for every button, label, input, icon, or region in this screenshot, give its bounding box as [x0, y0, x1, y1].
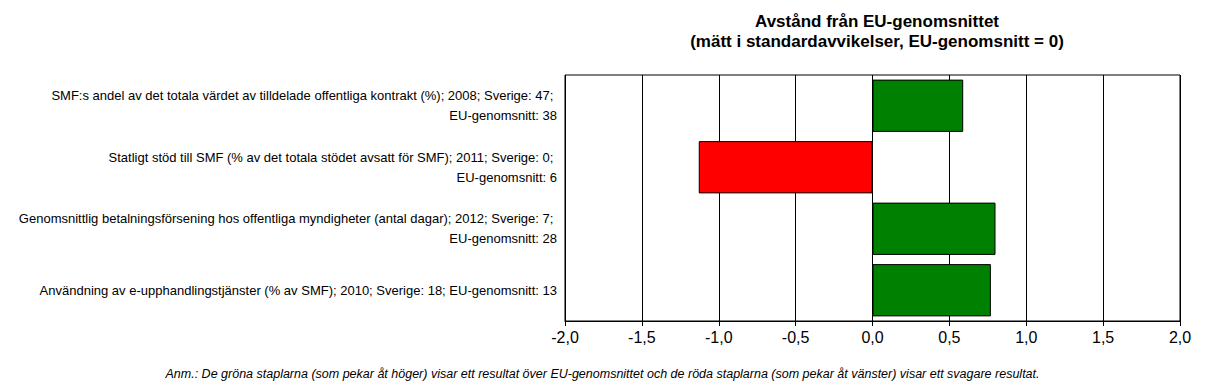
- svg-text:Statligt stöd till SMF (% av d: Statligt stöd till SMF (% av det totala …: [109, 150, 557, 165]
- svg-text:1,0: 1,0: [1015, 329, 1037, 346]
- svg-text:2,0: 2,0: [1169, 329, 1191, 346]
- svg-text:(mätt i standardavvikelser, EU: (mätt i standardavvikelser, EU-genomsnit…: [690, 32, 1064, 51]
- svg-text:-1,0: -1,0: [705, 329, 733, 346]
- svg-text:Genomsnittlig betalningsförsen: Genomsnittlig betalningsförsening hos of…: [19, 211, 557, 226]
- svg-text:0,5: 0,5: [938, 329, 960, 346]
- svg-text:SMF:s andel av det totala värd: SMF:s andel av det totala värdet av till…: [51, 88, 557, 103]
- svg-text:-1,5: -1,5: [628, 329, 656, 346]
- svg-text:-2,0: -2,0: [551, 329, 579, 346]
- svg-text:EU-genomsnitt: 38: EU-genomsnitt: 38: [449, 108, 557, 123]
- svg-text:EU-genomsnitt: 28: EU-genomsnitt: 28: [449, 231, 557, 246]
- svg-text:EU-genomsnitt: 6: EU-genomsnitt: 6: [457, 170, 557, 185]
- svg-text:0,0: 0,0: [861, 329, 883, 346]
- svg-text:-0,5: -0,5: [782, 329, 810, 346]
- svg-text:Anm.: De gröna staplarna (som: Anm.: De gröna staplarna (som pekar åt h…: [164, 367, 1039, 381]
- svg-text:Användning av e-upphandlingstj: Användning av e-upphandlingstjänster (% …: [40, 283, 557, 298]
- svg-text:Avstånd från EU-genomsnittet: Avstånd från EU-genomsnittet: [755, 12, 999, 31]
- svg-text:1,5: 1,5: [1092, 329, 1114, 346]
